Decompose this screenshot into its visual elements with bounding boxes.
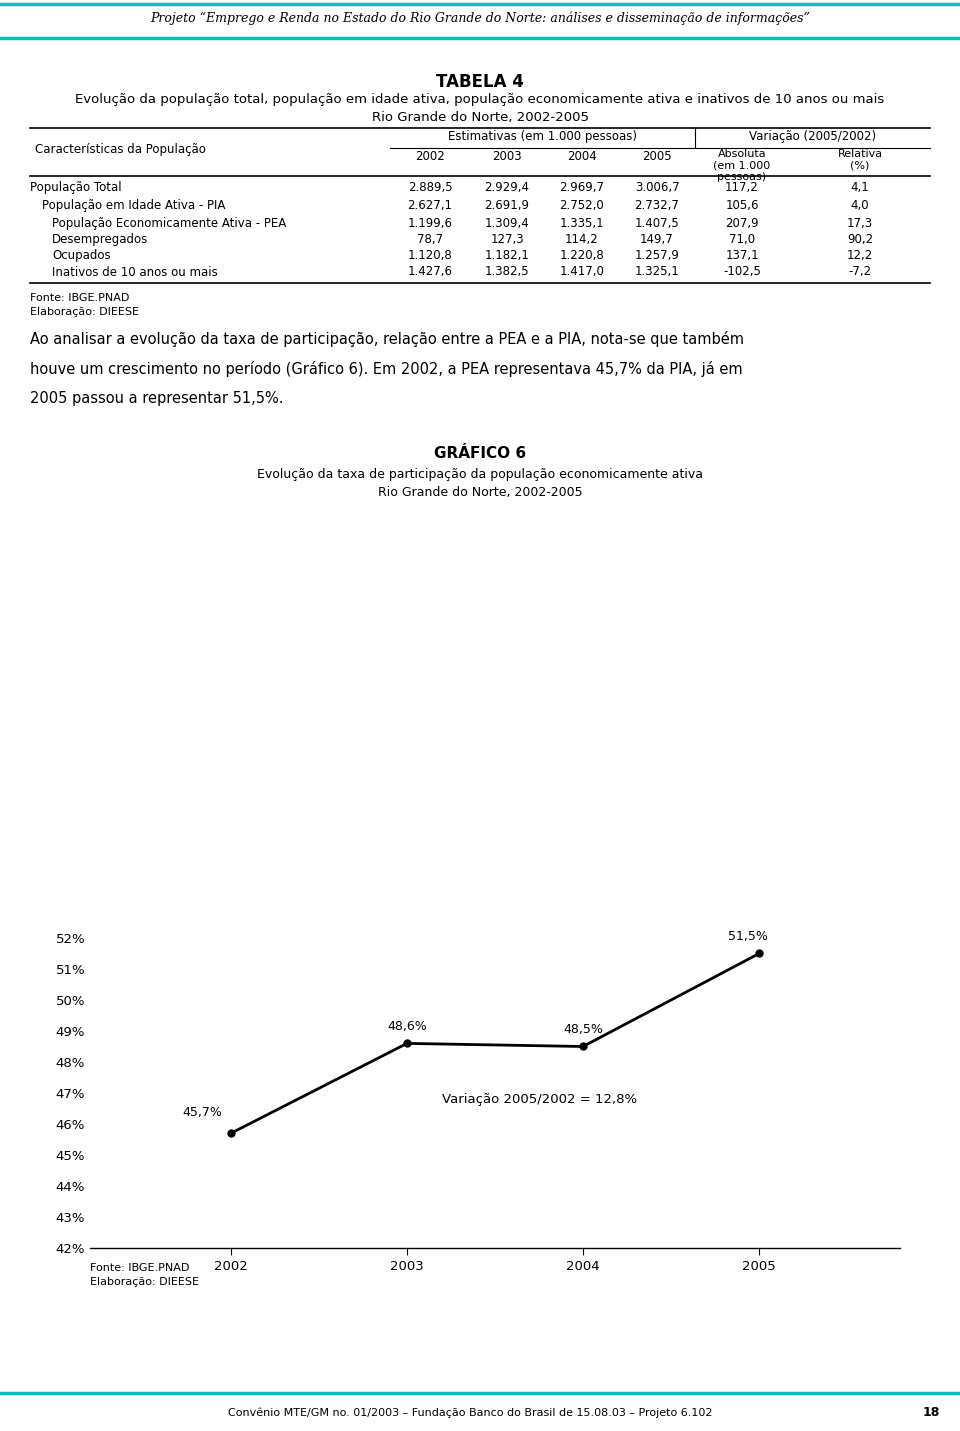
Text: 12,2: 12,2 (847, 249, 874, 262)
Text: 1.309,4: 1.309,4 (485, 218, 529, 230)
Text: 2.889,5: 2.889,5 (408, 182, 452, 195)
Text: 17,3: 17,3 (847, 218, 873, 230)
Text: Absoluta
(em 1.000
pessoas): Absoluta (em 1.000 pessoas) (713, 149, 771, 182)
Text: 1.199,6: 1.199,6 (407, 218, 452, 230)
Text: Variação 2005/2002 = 12,8%: Variação 2005/2002 = 12,8% (443, 1093, 637, 1106)
Text: 71,0: 71,0 (729, 233, 756, 246)
Text: 2.752,0: 2.752,0 (560, 199, 605, 212)
Text: 1.220,8: 1.220,8 (560, 249, 605, 262)
Text: -7,2: -7,2 (849, 266, 872, 279)
Text: 1.257,9: 1.257,9 (635, 249, 680, 262)
Text: Fonte: IBGE.PNAD
Elaboração: DIEESE: Fonte: IBGE.PNAD Elaboração: DIEESE (30, 293, 139, 318)
Text: 4,0: 4,0 (851, 199, 870, 212)
Text: Convênio MTE/GM no. 01/2003 – Fundação Banco do Brasil de 15.08.03 – Projeto 6.1: Convênio MTE/GM no. 01/2003 – Fundação B… (228, 1408, 712, 1418)
Text: 1.417,0: 1.417,0 (560, 266, 605, 279)
Text: 1.182,1: 1.182,1 (485, 249, 529, 262)
Text: População Total: População Total (30, 182, 122, 195)
Text: 2005: 2005 (642, 150, 672, 163)
Text: Ocupados: Ocupados (52, 249, 110, 262)
Text: 2.691,9: 2.691,9 (485, 199, 530, 212)
Text: 2005 passou a representar 51,5%.: 2005 passou a representar 51,5%. (30, 391, 283, 406)
Text: GRÁFICO 6: GRÁFICO 6 (434, 446, 526, 461)
Text: 149,7: 149,7 (640, 233, 674, 246)
Text: houve um crescimento no período (Gráfico 6). Em 2002, a PEA representava 45,7% d: houve um crescimento no período (Gráfico… (30, 361, 743, 376)
Text: 45,7%: 45,7% (182, 1106, 222, 1119)
Text: 1.407,5: 1.407,5 (635, 218, 680, 230)
Text: Inativos de 10 anos ou mais: Inativos de 10 anos ou mais (52, 266, 218, 279)
Text: 114,2: 114,2 (565, 233, 599, 246)
Text: 2.929,4: 2.929,4 (485, 182, 530, 195)
Text: Rio Grande do Norte, 2002-2005: Rio Grande do Norte, 2002-2005 (372, 112, 588, 124)
Text: 48,5%: 48,5% (564, 1023, 603, 1036)
Text: 2002: 2002 (415, 150, 444, 163)
Text: Relativa
(%): Relativa (%) (837, 149, 882, 170)
Text: 3.006,7: 3.006,7 (635, 182, 680, 195)
Text: 1.325,1: 1.325,1 (635, 266, 680, 279)
Text: População Economicamente Ativa - PEA: População Economicamente Ativa - PEA (52, 218, 286, 230)
Text: Ao analisar a evolução da taxa de participação, relação entre a PEA e a PIA, not: Ao analisar a evolução da taxa de partic… (30, 331, 744, 346)
Text: 2.732,7: 2.732,7 (635, 199, 680, 212)
Text: 2004: 2004 (567, 150, 597, 163)
Text: TABELA 4: TABELA 4 (436, 73, 524, 92)
Text: 48,6%: 48,6% (387, 1019, 427, 1033)
Text: Variação (2005/2002): Variação (2005/2002) (749, 130, 876, 143)
Text: Estimativas (em 1.000 pessoas): Estimativas (em 1.000 pessoas) (448, 130, 637, 143)
Text: 51,5%: 51,5% (728, 930, 768, 943)
Text: Evolução da população total, população em idade ativa, população economicamente : Evolução da população total, população e… (76, 93, 884, 106)
Text: 105,6: 105,6 (725, 199, 758, 212)
Text: Evolução da taxa de participação da população economicamente ativa: Evolução da taxa de participação da popu… (257, 468, 703, 481)
Text: 117,2: 117,2 (725, 182, 758, 195)
Text: 127,3: 127,3 (491, 233, 524, 246)
Text: Desempregados: Desempregados (52, 233, 148, 246)
Text: População em Idade Ativa - PIA: População em Idade Ativa - PIA (42, 199, 226, 212)
Text: 2003: 2003 (492, 150, 522, 163)
Text: 1.120,8: 1.120,8 (408, 249, 452, 262)
Text: 1.335,1: 1.335,1 (560, 218, 604, 230)
Text: -102,5: -102,5 (723, 266, 761, 279)
Text: Fonte: IBGE.PNAD
Elaboração: DIEESE: Fonte: IBGE.PNAD Elaboração: DIEESE (90, 1264, 199, 1286)
Text: 2.969,7: 2.969,7 (560, 182, 605, 195)
Text: 18: 18 (923, 1407, 940, 1420)
Text: 137,1: 137,1 (725, 249, 758, 262)
Text: 207,9: 207,9 (725, 218, 758, 230)
Text: 90,2: 90,2 (847, 233, 873, 246)
Text: Características da População: Características da População (35, 143, 205, 156)
Text: 4,1: 4,1 (851, 182, 870, 195)
Text: 2.627,1: 2.627,1 (407, 199, 452, 212)
Text: 1.427,6: 1.427,6 (407, 266, 452, 279)
Text: Projeto “Emprego e Renda no Estado do Rio Grande do Norte: análises e disseminaç: Projeto “Emprego e Renda no Estado do Ri… (150, 11, 810, 24)
Text: Rio Grande do Norte, 2002-2005: Rio Grande do Norte, 2002-2005 (377, 487, 583, 499)
Text: 1.382,5: 1.382,5 (485, 266, 529, 279)
Text: 78,7: 78,7 (417, 233, 444, 246)
